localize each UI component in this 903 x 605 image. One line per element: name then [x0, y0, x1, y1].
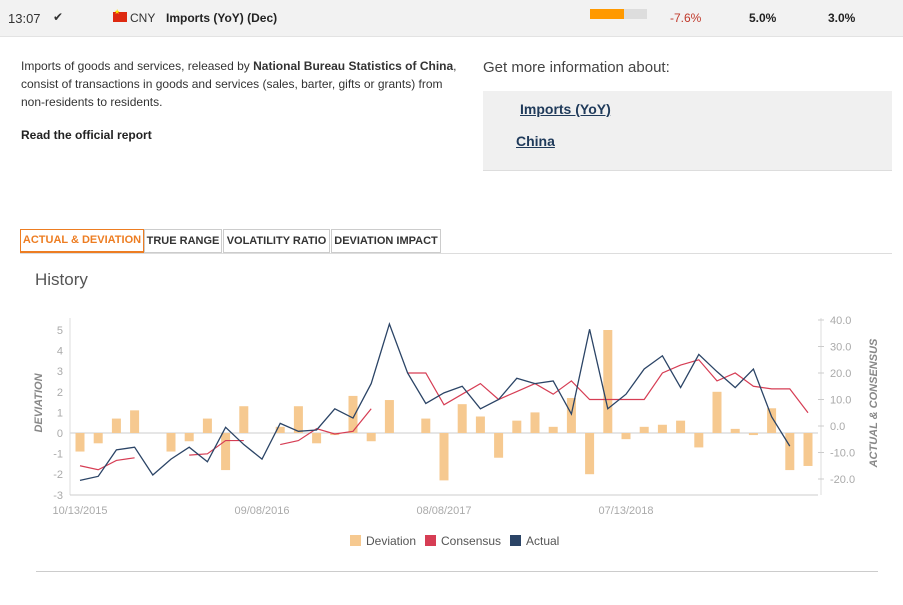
- deviation-bar: [166, 433, 176, 452]
- deviation-bar: [312, 433, 322, 444]
- china-link[interactable]: China: [516, 133, 555, 149]
- consensus-line: [189, 439, 244, 456]
- right-tick-label: 10.0: [830, 395, 851, 407]
- more-info-box: Imports (YoY) China: [483, 91, 892, 171]
- deviation-bar: [767, 408, 777, 433]
- legend-deviation: Deviation: [366, 534, 416, 548]
- imports-yoy-link[interactable]: Imports (YoY): [520, 101, 611, 117]
- deviation-bar: [239, 406, 249, 433]
- legend-actual: Actual: [526, 534, 559, 548]
- x-tick-label: 09/08/2016: [234, 505, 289, 517]
- deviation-bar: [621, 433, 631, 440]
- deviation-bar: [366, 433, 376, 442]
- left-tick-label: 3: [57, 366, 63, 378]
- deviation-bar: [184, 433, 194, 442]
- deviation-bar: [748, 433, 758, 436]
- event-actual: -7.6%: [670, 11, 702, 25]
- bottom-divider: [36, 571, 878, 572]
- left-tick-label: 2: [57, 387, 63, 399]
- deviation-bar: [130, 410, 140, 433]
- left-tick-label: 4: [57, 346, 63, 358]
- tab-actual-deviation[interactable]: ACTUAL & DEVIATION: [20, 229, 144, 254]
- deviation-bar: [293, 406, 303, 433]
- deviation-bar: [202, 418, 212, 433]
- deviation-bar: [676, 420, 686, 433]
- chart-legend: Deviation Consensus Actual: [350, 534, 559, 548]
- deviation-bar: [475, 416, 485, 433]
- right-tick-label: -20.0: [830, 474, 855, 486]
- x-tick-label: 07/13/2018: [598, 505, 653, 517]
- event-time: 13:07: [8, 11, 41, 26]
- legend-actual-swatch: [510, 535, 521, 546]
- deviation-bar: [585, 433, 595, 475]
- deviation-bar: [803, 433, 813, 466]
- consensus-line: [280, 408, 372, 446]
- source-name: National Bureau Statistics of China: [253, 59, 454, 73]
- right-axis-label: ACTUAL & CONSENSUS: [868, 338, 880, 468]
- deviation-bar: [494, 433, 504, 458]
- left-tick-label: 5: [57, 325, 63, 337]
- event-currency: CNY: [130, 11, 156, 25]
- event-title[interactable]: Imports (YoY) (Dec): [166, 11, 278, 25]
- volatility-fill: [590, 9, 625, 19]
- official-report-link[interactable]: Read the official report: [21, 128, 152, 142]
- left-tick-label: 1: [57, 407, 63, 419]
- deviation-bar: [712, 391, 722, 433]
- left-tick-label: 0: [57, 428, 63, 440]
- deviation-bar: [75, 433, 85, 452]
- deviation-bar: [603, 330, 613, 433]
- right-tick-label: -10.0: [830, 448, 855, 460]
- actual-line: [79, 321, 791, 481]
- deviation-bar: [439, 433, 449, 481]
- china-flag-icon: [113, 8, 127, 22]
- deviation-bar: [785, 433, 795, 471]
- left-tick-label: -2: [53, 469, 63, 481]
- history-title: History: [35, 270, 88, 289]
- event-previous: 3.0%: [828, 11, 856, 25]
- tab-deviation-impact[interactable]: DEVIATION IMPACT: [331, 229, 441, 253]
- left-tick-label: -3: [53, 490, 63, 502]
- deviation-bar: [111, 418, 121, 433]
- deviation-bar: [93, 433, 103, 444]
- deviation-bar: [566, 397, 576, 433]
- deviation-bar: [275, 426, 285, 433]
- deviation-bar: [330, 433, 340, 436]
- deviation-bar: [348, 395, 358, 433]
- right-tick-label: 20.0: [830, 368, 851, 380]
- deviation-bar: [457, 404, 467, 433]
- deviation-bar: [530, 412, 540, 433]
- deviation-bar: [384, 400, 394, 433]
- legend-deviation-swatch: [350, 535, 361, 546]
- x-tick-label: 08/08/2017: [416, 505, 471, 517]
- deviation-bar: [639, 426, 649, 433]
- deviation-bar: [548, 426, 558, 433]
- deviation-bar: [421, 418, 431, 433]
- checkmark-icon: ✔: [53, 10, 64, 24]
- deviation-bar: [221, 433, 231, 471]
- consensus-line: [79, 457, 135, 471]
- event-consensus: 5.0%: [749, 11, 777, 25]
- tab-volatility-ratio[interactable]: VOLATILITY RATIO: [223, 229, 330, 253]
- x-tick-label: 10/13/2015: [52, 505, 107, 517]
- tab-true-range[interactable]: TRUE RANGE: [144, 229, 222, 253]
- right-tick-label: 0.0: [830, 421, 845, 433]
- legend-consensus: Consensus: [441, 534, 501, 548]
- event-description: Imports of goods and services, released …: [21, 59, 457, 109]
- legend-consensus-swatch: [425, 535, 436, 546]
- right-tick-label: 40.0: [830, 315, 851, 327]
- right-tick-label: 30.0: [830, 342, 851, 354]
- consensus-line: [407, 359, 809, 414]
- left-axis-label: DEVIATION: [33, 372, 45, 432]
- left-tick-label: -1: [53, 449, 63, 461]
- event-row[interactable]: 13:07 ✔ CNY Imports (YoY) (Dec) -7.6% 5.…: [0, 0, 903, 37]
- deviation-bar: [512, 420, 522, 433]
- volatility-bar: [590, 9, 647, 19]
- tab-divider: [20, 253, 892, 254]
- more-info-heading: Get more information about:: [483, 59, 670, 76]
- deviation-bar: [730, 428, 740, 433]
- deviation-bar: [657, 424, 667, 433]
- deviation-bar: [694, 433, 704, 448]
